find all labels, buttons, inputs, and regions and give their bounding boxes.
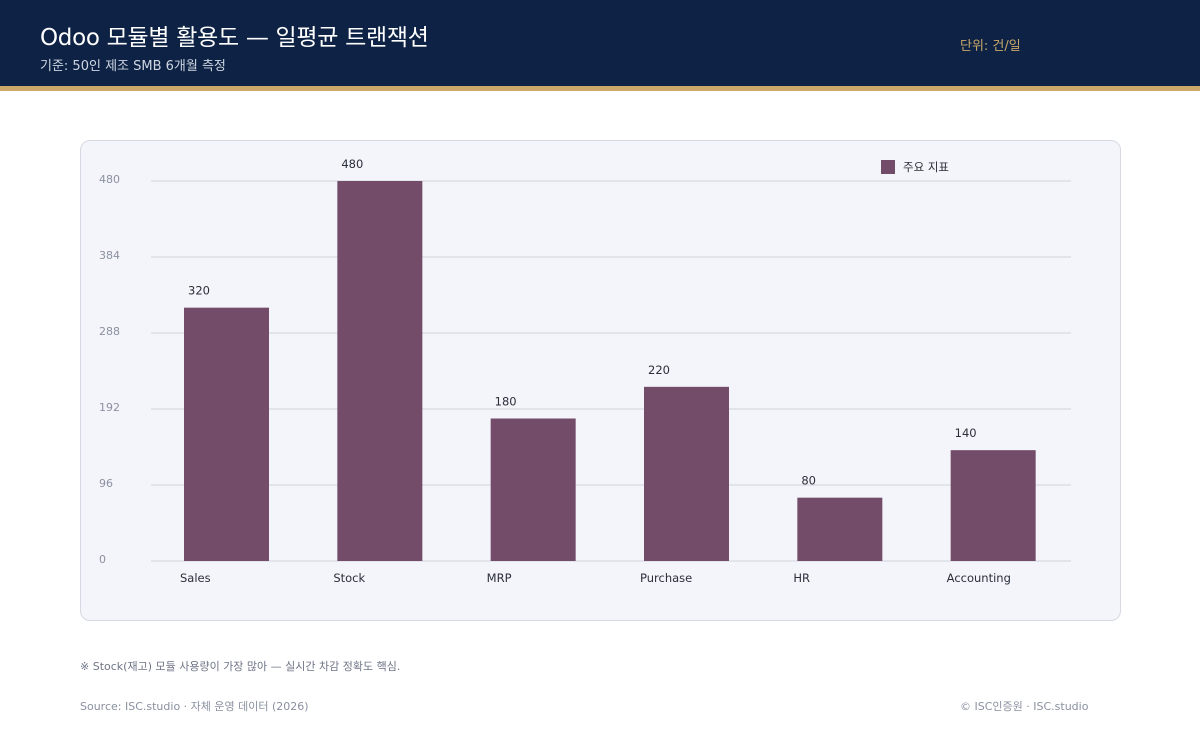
source-note: Source: ISC.studio · 자체 운영 데이터 (2026) — [80, 700, 309, 713]
bar-hr — [797, 497, 883, 561]
y-tick-label: 192 — [99, 401, 120, 414]
unit-label: 단위: 건/일 — [960, 39, 1021, 54]
y-tick-label: 480 — [99, 173, 120, 186]
page-subtitle: 기준: 50인 제조 SMB 6개월 측정 — [40, 59, 226, 74]
data-label: 220 — [648, 363, 670, 377]
y-tick-label: 288 — [99, 325, 120, 338]
header-banner: Odoo 모듈별 활용도 — 일평균 트랜잭션 기준: 50인 제조 SMB 6… — [0, 0, 1200, 91]
x-tick-label: MRP — [487, 571, 512, 585]
x-tick-label: Purchase — [640, 571, 692, 585]
copyright-note: © ISC인증원 · ISC.studio — [960, 700, 1089, 713]
chart-panel: 0 96 192 288 384 480 320 Sales 480 Stock 180 MRP 220… — [80, 140, 1121, 621]
bar-purchase — [644, 386, 729, 561]
bar-stock — [337, 181, 423, 561]
data-label: 80 — [801, 474, 816, 488]
footnote: ※ Stock(재고) 모듈 사용량이 가장 많아 — 실시간 차감 정확도 핵… — [80, 660, 401, 673]
y-tick-label: 0 — [99, 553, 106, 566]
bar-mrp — [490, 418, 576, 561]
bar-sales — [184, 307, 269, 561]
data-label: 140 — [955, 426, 977, 440]
x-tick-label: Sales — [180, 571, 211, 585]
x-tick-label: Stock — [333, 571, 365, 585]
page-title: Odoo 모듈별 활용도 — 일평균 트랜잭션 — [40, 25, 429, 51]
bar-accounting — [950, 450, 1036, 561]
data-label: 180 — [495, 395, 517, 409]
legend-label: 주요 지표 — [903, 160, 949, 174]
y-tick-label: 96 — [99, 477, 113, 490]
y-tick-label: 384 — [99, 249, 120, 262]
x-tick-label: HR — [793, 571, 810, 585]
x-tick-label: Accounting — [947, 571, 1011, 585]
legend-swatch — [881, 160, 895, 174]
data-label: 320 — [188, 284, 210, 298]
bar-chart: 0 96 192 288 384 480 320 Sales 480 Stock 180 MRP 220… — [99, 157, 1071, 585]
data-label: 480 — [341, 157, 363, 171]
